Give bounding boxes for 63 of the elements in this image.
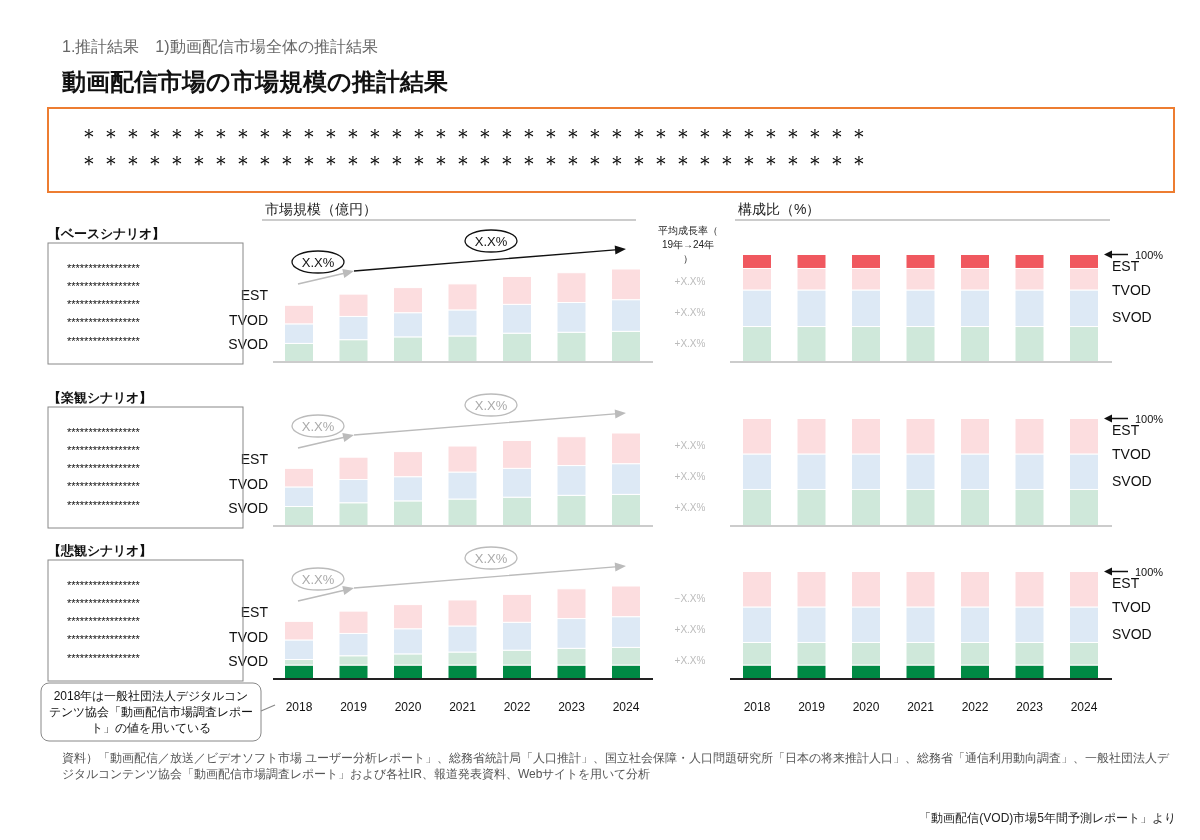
x-tick-label: 2024	[612, 700, 640, 714]
text: +X.X%	[674, 655, 706, 666]
series-label: EST	[240, 287, 269, 303]
x-tick-label: 2018	[743, 700, 771, 714]
x-tick-label: 2020	[852, 700, 880, 714]
text: 1.推計結果 1)動画配信市場全体の推計結果	[62, 38, 378, 55]
annotation: X.X%	[301, 572, 335, 587]
text: +X.X%	[674, 502, 706, 513]
text: −X.X%	[674, 593, 706, 604]
series-label: TVOD	[1112, 598, 1151, 615]
text: 【楽観シナリオ】	[48, 390, 152, 405]
text: 100%	[1135, 412, 1164, 425]
text: ＊＊＊＊＊＊＊＊＊＊＊＊＊＊＊＊＊＊＊＊＊＊＊＊＊＊＊＊＊＊＊＊＊＊＊＊	[78, 124, 870, 149]
text: +X.X%	[674, 624, 706, 635]
series-label: TVOD	[229, 475, 268, 492]
x-tick-label: 2019	[340, 700, 368, 714]
text: +X.X%	[674, 276, 706, 287]
text: +X.X%	[674, 338, 706, 349]
chart-title: 市場規模（億円）	[265, 201, 377, 217]
annotation: X.X%	[301, 255, 335, 270]
text: 【悲観シナリオ】	[48, 543, 152, 558]
series-label: SVOD	[1112, 472, 1152, 489]
text: +X.X%	[674, 471, 706, 482]
x-tick-label: 2021	[907, 700, 935, 714]
text: 動画配信市場の市場規模の推計結果	[61, 68, 448, 95]
series-label: SVOD	[1112, 625, 1152, 642]
text: X.X%	[474, 398, 508, 413]
x-tick-label: 2022	[503, 700, 531, 714]
text: ***************** ***************** ***************** ***************** *****************	[67, 579, 141, 664]
series-label: SVOD	[228, 500, 268, 516]
series-label: TVOD	[1112, 281, 1151, 298]
text: X.X%	[474, 551, 508, 566]
series-label: EST	[240, 451, 269, 467]
text: 100%	[1135, 565, 1164, 578]
text: ＊＊＊＊＊＊＊＊＊＊＊＊＊＊＊＊＊＊＊＊＊＊＊＊＊＊＊＊＊＊＊＊＊＊＊＊	[78, 151, 870, 176]
series-label: SVOD	[228, 336, 268, 352]
x-tick-label: 2022	[961, 700, 989, 714]
text: 「動画配信(VOD)市場5年間予測レポート」より	[919, 811, 1176, 825]
x-tick-label: 2023	[1016, 700, 1044, 714]
series-label: TVOD	[229, 628, 268, 645]
series-label: TVOD	[1112, 445, 1151, 462]
x-tick-label: 2020	[394, 700, 422, 714]
text: ***************** ***************** ***************** ***************** *****************	[67, 262, 141, 347]
text: 資料）「動画配信／放送／ビデオソフト市場 ユーザー分析レポート」、総務省統計局「人口推計」、国立社会保障・人口問題研究所「日本の将来推計人口」、総務省「通信利用動向調査」、一般社団法人デジタルコンテンツ協会「動画配信市場調査レポート」および各社IR、報道発表資料、Webサイトを用いて分析	[62, 751, 1171, 781]
text: +X.X%	[674, 440, 706, 451]
x-tick-label: 2019	[798, 700, 826, 714]
text: 2018年は一般社団法人デジタルコンテンツ協会「動画配信市場調査レポート」の値を用いている	[49, 689, 253, 736]
annotation: X.X%	[301, 419, 335, 434]
text: 【ベースシナリオ】	[48, 226, 165, 241]
x-tick-label: 2018	[285, 700, 313, 714]
series-label: SVOD	[1112, 308, 1152, 325]
series-label: EST	[240, 604, 269, 620]
chart-title: 構成比（%）	[738, 201, 821, 217]
text: 平均成長率（19年→24年）	[658, 225, 718, 264]
x-tick-label: 2023	[558, 700, 586, 714]
x-tick-label: 2021	[449, 700, 477, 714]
x-tick-label: 2024	[1070, 700, 1098, 714]
series-label: TVOD	[229, 311, 268, 328]
text: +X.X%	[674, 307, 706, 318]
text: X.X%	[474, 234, 508, 249]
series-label: SVOD	[228, 653, 268, 669]
text: 100%	[1135, 248, 1164, 261]
text: ***************** ***************** ***************** ***************** *****************	[67, 426, 141, 511]
